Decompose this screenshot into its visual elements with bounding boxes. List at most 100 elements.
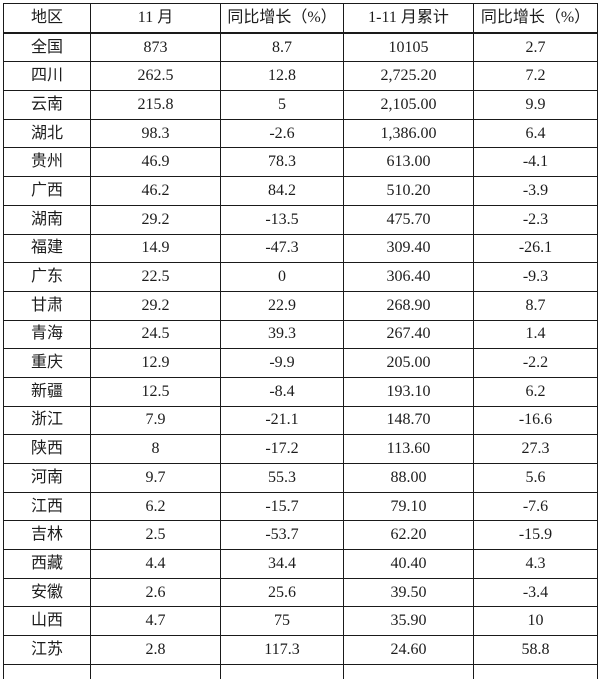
region-cell: 广西 — [3, 176, 91, 206]
cumulative-value-cell: 79.10 — [343, 491, 474, 522]
november-value-cell: 14.9 — [90, 233, 221, 264]
empty-cell — [220, 663, 344, 679]
yoy-growth-cell: -17.2 — [220, 434, 344, 464]
cumulative-value-cell: 113.60 — [343, 434, 474, 464]
yoy-growth-cell: 39.3 — [220, 319, 344, 350]
yoy-growth-cum-cell: -2.2 — [473, 348, 598, 378]
cumulative-value-cell: 62.20 — [343, 520, 474, 551]
cumulative-value-cell: 268.90 — [343, 290, 474, 321]
november-value-cell: 12.5 — [90, 376, 221, 407]
november-value-cell: 4.7 — [90, 606, 221, 637]
table-row: 江苏 2.8 117.3 24.60 58.8 — [3, 635, 598, 665]
region-cell: 浙江 — [3, 405, 91, 436]
yoy-growth-cum-cell: 58.8 — [473, 635, 598, 665]
yoy-growth-cum-cell: 6.4 — [473, 118, 598, 149]
table-row: 贵州 46.9 78.3 613.00 -4.1 — [3, 147, 598, 178]
region-cell: 全国 — [3, 32, 91, 63]
region-cell: 青海 — [3, 319, 91, 350]
regional-stats-table: 地区 11 月 同比增长（%） 1-11 月累计 同比增长（%） 全国 873 8.… — [3, 2, 598, 679]
november-value-cell: 98.3 — [90, 118, 221, 149]
region-cell: 湖南 — [3, 204, 91, 235]
yoy-growth-cell: -8.4 — [220, 376, 344, 407]
table-row: 湖北 98.3 -2.6 1,386.00 6.4 — [3, 118, 598, 149]
yoy-growth-cum-cell: -3.4 — [473, 577, 598, 608]
yoy-growth-cell: 75 — [220, 606, 344, 637]
cumulative-value-cell: 10105 — [343, 32, 474, 63]
cumulative-value-cell: 193.10 — [343, 376, 474, 407]
yoy-growth-cell: 12.8 — [220, 61, 344, 92]
yoy-growth-cum-cell: 2.7 — [473, 32, 598, 63]
yoy-growth-cum-cell: 10 — [473, 606, 598, 637]
cumulative-value-cell: 306.40 — [343, 262, 474, 292]
november-value-cell: 8 — [90, 434, 221, 464]
table-row: 广西 46.2 84.2 510.20 -3.9 — [3, 176, 598, 206]
region-cell: 四川 — [3, 61, 91, 92]
cumulative-value-cell: 2,105.00 — [343, 90, 474, 120]
region-cell: 陕西 — [3, 434, 91, 464]
november-value-cell: 2.5 — [90, 520, 221, 551]
november-value-cell: 4.4 — [90, 549, 221, 579]
november-value-cell: 24.5 — [90, 319, 221, 350]
cumulative-value-cell: 205.00 — [343, 348, 474, 378]
table-row: 四川 262.5 12.8 2,725.20 7.2 — [3, 61, 598, 92]
table-row: 江西 6.2 -15.7 79.10 -7.6 — [3, 491, 598, 522]
cumulative-value-cell: 40.40 — [343, 549, 474, 579]
yoy-growth-cum-cell: 27.3 — [473, 434, 598, 464]
november-value-cell: 12.9 — [90, 348, 221, 378]
table-row: 云南 215.8 5 2,105.00 9.9 — [3, 90, 598, 120]
region-cell: 新疆 — [3, 376, 91, 407]
partial-clipped-row — [3, 663, 598, 679]
region-cell: 湖北 — [3, 118, 91, 149]
november-value-cell: 9.7 — [90, 463, 221, 493]
table-row: 安徽 2.6 25.6 39.50 -3.4 — [3, 577, 598, 608]
header-cell-yoy-growth: 同比增长（%） — [220, 2, 344, 34]
yoy-growth-cell: -2.6 — [220, 118, 344, 149]
header-cell-yoy-growth-cum: 同比增长（%） — [473, 2, 598, 34]
table-row: 河南 9.7 55.3 88.00 5.6 — [3, 463, 598, 493]
yoy-growth-cum-cell: -4.1 — [473, 147, 598, 178]
region-cell: 江西 — [3, 491, 91, 522]
cumulative-value-cell: 35.90 — [343, 606, 474, 637]
table-row: 福建 14.9 -47.3 309.40 -26.1 — [3, 233, 598, 264]
november-value-cell: 22.5 — [90, 262, 221, 292]
table-row: 陕西 8 -17.2 113.60 27.3 — [3, 434, 598, 464]
table-row: 山西 4.7 75 35.90 10 — [3, 606, 598, 637]
region-cell: 福建 — [3, 233, 91, 264]
cumulative-value-cell: 309.40 — [343, 233, 474, 264]
empty-cell — [473, 663, 598, 679]
cumulative-value-cell: 148.70 — [343, 405, 474, 436]
region-cell: 甘肃 — [3, 290, 91, 321]
yoy-growth-cell: -13.5 — [220, 204, 344, 235]
header-cell-region: 地区 — [3, 2, 91, 34]
region-cell: 山西 — [3, 606, 91, 637]
yoy-growth-cell: -53.7 — [220, 520, 344, 551]
table-row: 广东 22.5 0 306.40 -9.3 — [3, 262, 598, 292]
header-row: 地区 11 月 同比增长（%） 1-11 月累计 同比增长（%） — [3, 2, 598, 34]
region-cell: 西藏 — [3, 549, 91, 579]
table-row: 西藏 4.4 34.4 40.40 4.3 — [3, 549, 598, 579]
yoy-growth-cell: 34.4 — [220, 549, 344, 579]
yoy-growth-cell: -9.9 — [220, 348, 344, 378]
yoy-growth-cell: -15.7 — [220, 491, 344, 522]
table-body: 全国 873 8.7 10105 2.7 四川 262.5 12.8 2,725.20 7.2 云南… — [3, 32, 598, 679]
november-value-cell: 29.2 — [90, 290, 221, 321]
yoy-growth-cum-cell: -15.9 — [473, 520, 598, 551]
yoy-growth-cell: -47.3 — [220, 233, 344, 264]
cumulative-value-cell: 1,386.00 — [343, 118, 474, 149]
header-cell-cumulative: 1-11 月累计 — [343, 2, 474, 34]
cumulative-value-cell: 2,725.20 — [343, 61, 474, 92]
empty-cell — [90, 663, 221, 679]
region-cell: 云南 — [3, 90, 91, 120]
november-value-cell: 215.8 — [90, 90, 221, 120]
yoy-growth-cell: 78.3 — [220, 147, 344, 178]
header-cell-november: 11 月 — [90, 2, 221, 34]
yoy-growth-cum-cell: -9.3 — [473, 262, 598, 292]
cumulative-value-cell: 613.00 — [343, 147, 474, 178]
yoy-growth-cum-cell: -2.3 — [473, 204, 598, 235]
november-value-cell: 2.6 — [90, 577, 221, 608]
november-value-cell: 29.2 — [90, 204, 221, 235]
yoy-growth-cell: 84.2 — [220, 176, 344, 206]
yoy-growth-cell: 22.9 — [220, 290, 344, 321]
yoy-growth-cell: 8.7 — [220, 32, 344, 63]
yoy-growth-cum-cell: -7.6 — [473, 491, 598, 522]
